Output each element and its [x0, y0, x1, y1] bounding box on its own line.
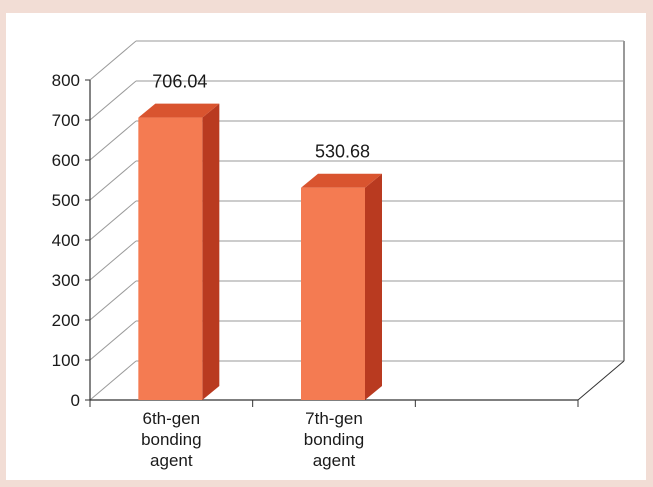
- bar-top: [301, 173, 382, 188]
- floor-right-edge: [577, 360, 625, 401]
- y-tick-label: 200: [52, 311, 80, 330]
- floor-left-edge: [89, 360, 137, 401]
- gridline-diagonal: [89, 320, 137, 361]
- gridline-diagonal: [89, 240, 137, 281]
- category-label: bonding: [304, 430, 365, 449]
- y-tick-label: 600: [52, 151, 80, 170]
- gridline-diagonal: [89, 280, 137, 321]
- category-label: bonding: [141, 430, 202, 449]
- gridline-diagonal: [89, 160, 137, 201]
- gridline-diagonal: [89, 40, 137, 81]
- gridline-diagonal: [89, 120, 137, 161]
- y-tick-label: 100: [52, 351, 80, 370]
- y-tick-label: 700: [52, 111, 80, 130]
- category-label: 7th-gen: [305, 409, 363, 428]
- category-label: agent: [313, 451, 356, 470]
- category-label: 6th-gen: [142, 409, 200, 428]
- bar: [138, 117, 203, 401]
- gridline-diagonal: [89, 80, 137, 121]
- y-tick-label: 0: [71, 391, 80, 410]
- bar-top: [138, 103, 220, 118]
- data-label: 706.04: [152, 72, 207, 92]
- y-tick-label: 400: [52, 231, 80, 250]
- bar-side: [202, 103, 220, 401]
- y-tick-label: 500: [52, 191, 80, 210]
- y-tick-label: 800: [52, 71, 80, 90]
- category-label: agent: [150, 451, 193, 470]
- bar-side: [365, 173, 382, 400]
- gridline-diagonal: [89, 200, 137, 241]
- bar-chart: 0 100 200 300 400 500 600 700 800 706.04 530.68 6th…: [52, 40, 625, 470]
- bar: [301, 187, 365, 400]
- chart-container: 0 100 200 300 400 500 600 700 800 706.04 530.68 6th…: [6, 13, 646, 480]
- y-tick-label: 300: [52, 271, 80, 290]
- data-label: 530.68: [315, 142, 370, 162]
